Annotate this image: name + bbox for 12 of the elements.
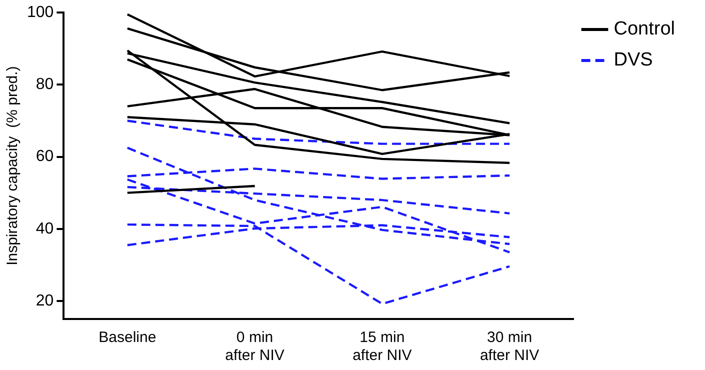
x-tick-label: 30 min after NIV — [480, 329, 540, 364]
y-tick-label: 40 — [36, 220, 54, 238]
y-tick-label: 60 — [36, 148, 54, 166]
legend-label: DVS — [614, 50, 653, 71]
y-axis-title: Inspiratory capacity (% pred.) — [4, 66, 22, 266]
x-tick-label: 15 min after NIV — [352, 329, 412, 364]
x-tick-label: Baseline — [98, 329, 156, 346]
x-tick-label: 0 min after NIV — [225, 329, 284, 364]
y-tick-label: 80 — [36, 76, 54, 94]
y-tick-label: 20 — [36, 292, 54, 310]
legend-label: Control — [614, 18, 675, 40]
y-tick-label: 100 — [26, 4, 54, 22]
